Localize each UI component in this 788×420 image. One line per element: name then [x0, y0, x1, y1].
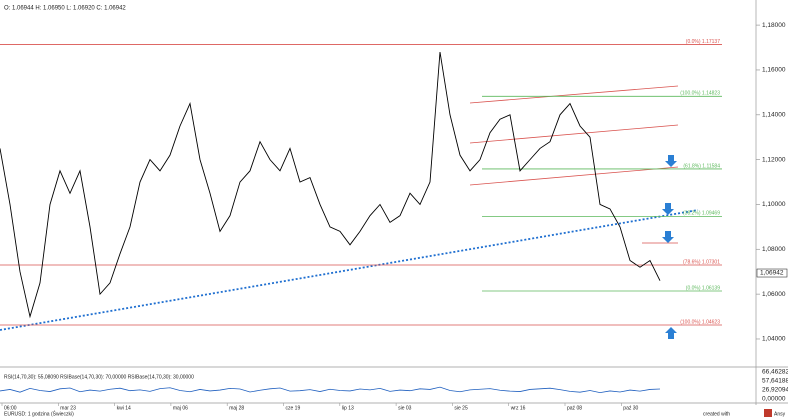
rsi-axis-label: 57,64188	[762, 378, 788, 385]
brand: Ansy	[774, 411, 786, 417]
arrow-down	[665, 155, 677, 167]
x-tick-label: paź 30	[623, 405, 638, 411]
last-price-label: 1,06942	[760, 270, 784, 277]
channel-line	[469, 166, 679, 186]
fib-label: (100.0%) 1.14823	[680, 91, 720, 97]
last-price-box	[756, 268, 788, 278]
arrow-down	[662, 203, 674, 215]
y-tick-label: 1,04000	[762, 336, 786, 343]
footer: EURUSD: 1 godzina (Świeczki)	[4, 409, 74, 417]
x-tick-label: maj 06	[173, 405, 188, 411]
y-tick-label: 1,10000	[762, 201, 786, 208]
y-tick-label: 1,14000	[762, 112, 786, 119]
arrows	[662, 155, 677, 339]
rsi-axis-label: 66,46282	[762, 369, 788, 376]
fib-label: (61.8%) 1.11584	[683, 163, 720, 169]
rsi-axis-label: 26,92094	[762, 387, 788, 394]
channel-line	[469, 124, 679, 144]
fib-label: (38.2%) 1.09469	[683, 211, 720, 217]
x-tick-label: 06:00	[4, 405, 17, 411]
y-tick-label: 1,08000	[762, 246, 786, 253]
rsi-title: RSI(14,70,30): 55,08090 RSIBase(14,70,30…	[4, 374, 194, 380]
x-tick-label: maj 28	[229, 405, 244, 411]
price-line	[0, 51, 661, 319]
credit: created with	[703, 411, 730, 417]
brand-logo	[764, 409, 772, 417]
fib-label: (78.6%) 1.07301	[683, 259, 720, 265]
x-tick-label: kwi 14	[117, 405, 131, 411]
x-tick-label: wrz 16	[511, 405, 526, 411]
x-tick-label: mar 23	[60, 405, 76, 411]
fib-label: (0.0%) 1.06139	[686, 285, 720, 291]
x-tick-label: sie 25	[454, 405, 468, 411]
y-tick-label: 1,06000	[762, 291, 786, 298]
fib-label: (100.0%) 1.04623	[680, 319, 720, 325]
rsi-line	[0, 386, 661, 394]
x-tick-label: sie 03	[398, 405, 412, 411]
rsi-axis-label: 0,00000	[762, 396, 786, 403]
y-tick-label: 1,16000	[762, 67, 786, 74]
x-tick-label: lip 13	[342, 405, 354, 411]
y-tick-label: 1,12000	[762, 156, 786, 163]
arrow-down	[662, 231, 674, 243]
channel-line	[469, 85, 679, 104]
x-tick-label: cze 19	[286, 405, 301, 411]
y-tick-label: 1,18000	[762, 22, 786, 29]
ohlc-header: O: 1.06944 H: 1.06950 L: 1.06920 C: 1.06…	[4, 6, 126, 12]
x-tick-label: paź 08	[567, 405, 582, 411]
fib-label: (0.0%) 1.17137	[686, 39, 720, 45]
arrow-up	[665, 327, 677, 339]
